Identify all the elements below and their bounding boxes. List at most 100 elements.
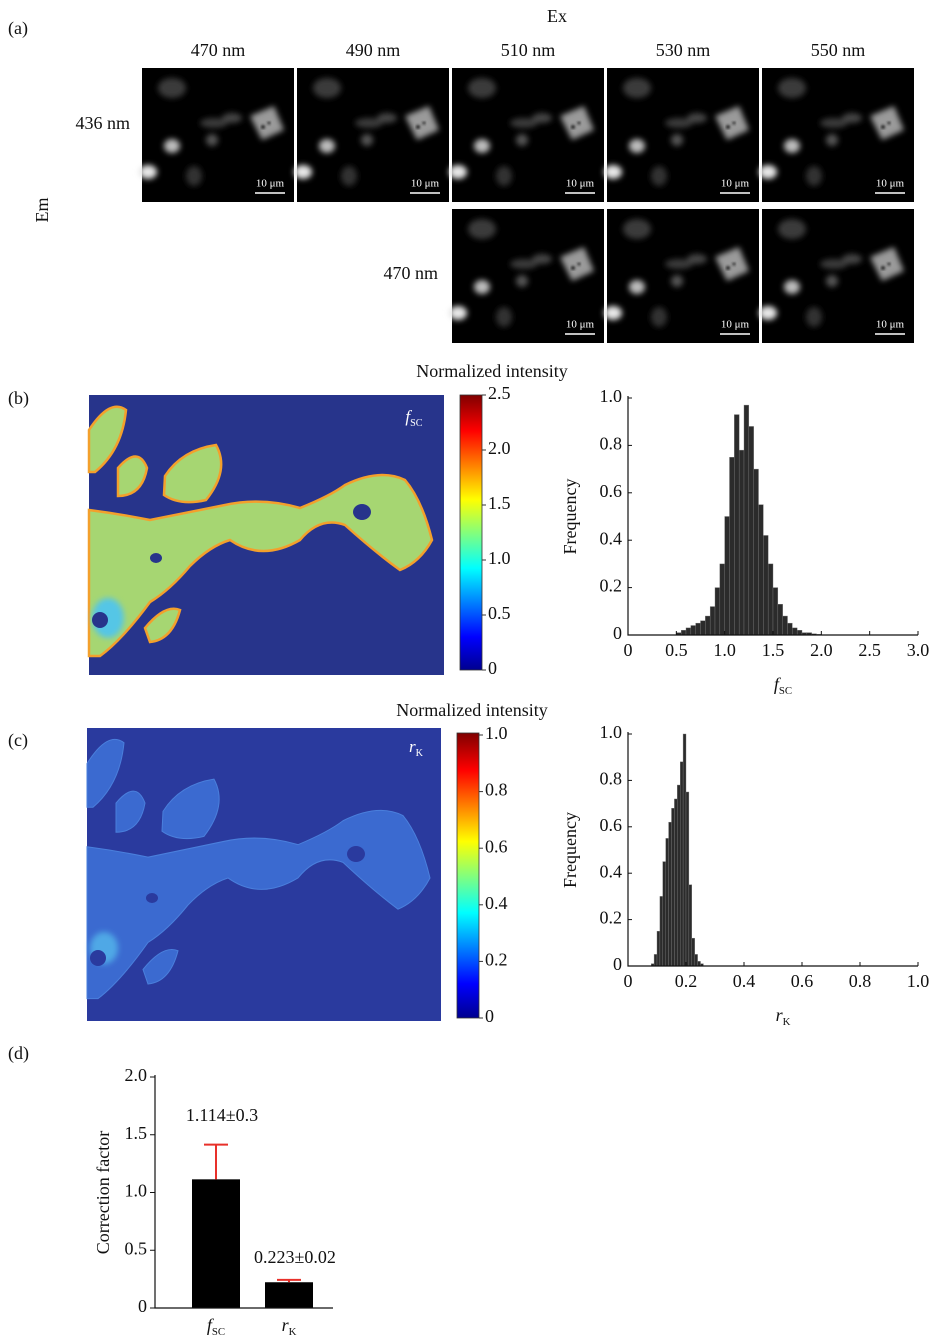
histogram-bar [694,954,698,967]
histogram-bar [743,404,750,636]
histogram-bar [653,954,658,967]
scale-bar-label: 10 μm [876,319,905,331]
symbol-sub: SC [410,418,423,429]
histogram-bar [734,414,740,636]
y-tick-label: 0.4 [600,528,623,548]
x-tick-label: 3.0 [907,640,930,660]
panel-label: (c) [8,730,28,751]
y-tick-label: 0.8 [600,769,623,789]
bar [192,1179,240,1308]
heatmap-details [92,504,371,638]
colorbar-tick-label: 2.5 [488,383,511,403]
histogram-bar [782,615,788,636]
colorbar-tick-label: 1.5 [488,493,511,513]
em-label: Em [32,198,52,223]
error-bar [277,1278,301,1283]
symbol-label: fSC [207,1315,225,1337]
histogram-bar [691,937,695,967]
histogram-bar [682,733,687,967]
colorbar-tick-label: 0.8 [485,780,508,800]
scale-bar-label: 10 μm [566,178,595,190]
y-axis-label: Frequency [560,479,580,555]
colorbar-tick-label: 2.0 [488,438,511,458]
colorbar [459,394,483,671]
symbol-sub: K [783,1016,791,1028]
heatmap-details [90,846,365,966]
symbol-label: rK [409,737,424,759]
colorbar-tick-label: 0 [488,658,497,678]
y-tick-label: 0 [613,954,622,974]
histogram-bar [680,630,687,636]
y-tick-label: 1.5 [125,1123,148,1143]
histogram-bar [709,606,716,636]
column-label: 530 nm [656,40,711,60]
colorbar-tick-label: 0.4 [485,893,508,913]
y-tick-label: 1.0 [600,386,623,406]
ex-label: Ex [547,6,567,26]
histogram-bar [705,615,711,636]
histogram-bar [763,535,769,636]
x-tick-label: 0 [624,640,633,660]
histogram-bar [685,627,692,636]
histogram-bar [659,896,664,967]
y-tick-label: 2.0 [125,1065,148,1085]
histogram-bar [665,838,669,967]
histogram-bar [787,622,793,636]
y-tick-label: 0 [613,623,622,643]
column-label: 470 nm [191,40,246,60]
symbol-sub: K [416,748,424,759]
histogram-bar [714,587,721,636]
histogram-bar [680,761,684,967]
y-tick-label: 0.4 [600,861,623,881]
colormap-title: Normalized intensity [416,361,567,381]
y-tick-label: 0.5 [125,1238,148,1258]
histogram-bar [685,791,690,967]
y-tick-label: 0.2 [600,908,623,928]
histogram-bar [767,563,774,636]
y-tick-label: 0.6 [600,815,623,835]
histogram-bar [656,931,661,967]
scale-bar-label: 10 μm [256,178,285,190]
y-axis-label: Frequency [560,812,580,888]
y-tick-label: 0.6 [600,481,623,501]
x-tick-label: 1.0 [907,971,930,991]
histogram-bar [697,961,701,967]
scale-bar-label: 10 μm [876,178,905,190]
colorbar-tick-label: 1.0 [485,723,508,743]
histogram-bar [758,504,764,636]
colorbar-tick-label: 1.0 [488,548,511,568]
histogram-bar [688,884,693,967]
symbol-label: rK [282,1315,297,1337]
panel-label: (b) [8,388,29,409]
symbol-sub: SC [779,685,792,697]
symbol-label: fSC [774,674,792,697]
bar [265,1282,313,1308]
symbol-main: r [776,1005,784,1025]
colormap-title: Normalized intensity [396,700,547,720]
symbol-main: f [774,674,782,694]
panel-label: (d) [8,1043,29,1064]
x-tick-label: 0.2 [675,971,698,991]
scale-bar-label: 10 μm [721,319,750,331]
y-tick-label: 1.0 [600,722,623,742]
value-label: 0.223±0.02 [254,1247,336,1267]
histogram-bar [695,622,701,636]
colorbar-tick-label: 0 [485,1006,494,1026]
x-tick-label: 0.4 [733,971,756,991]
x-tick-label: 1.5 [762,640,785,660]
y-tick-label: 0.8 [600,434,623,454]
histogram-bar [738,449,745,636]
histogram-bar [748,426,754,636]
scale-bar-label: 10 μm [566,319,595,331]
y-tick-label: 0 [138,1296,147,1316]
y-axis-label: Correction factor [93,1131,113,1254]
histogram-bar [777,603,783,636]
symbol-main: r [409,737,416,756]
histogram-bar [674,798,678,967]
row-label: 436 nm [75,113,130,133]
histogram-bar [724,516,730,636]
symbol-label: rK [776,1005,791,1028]
y-tick-label: 0.2 [600,576,623,596]
histogram-bar [690,625,696,636]
histogram-bar [792,627,798,636]
